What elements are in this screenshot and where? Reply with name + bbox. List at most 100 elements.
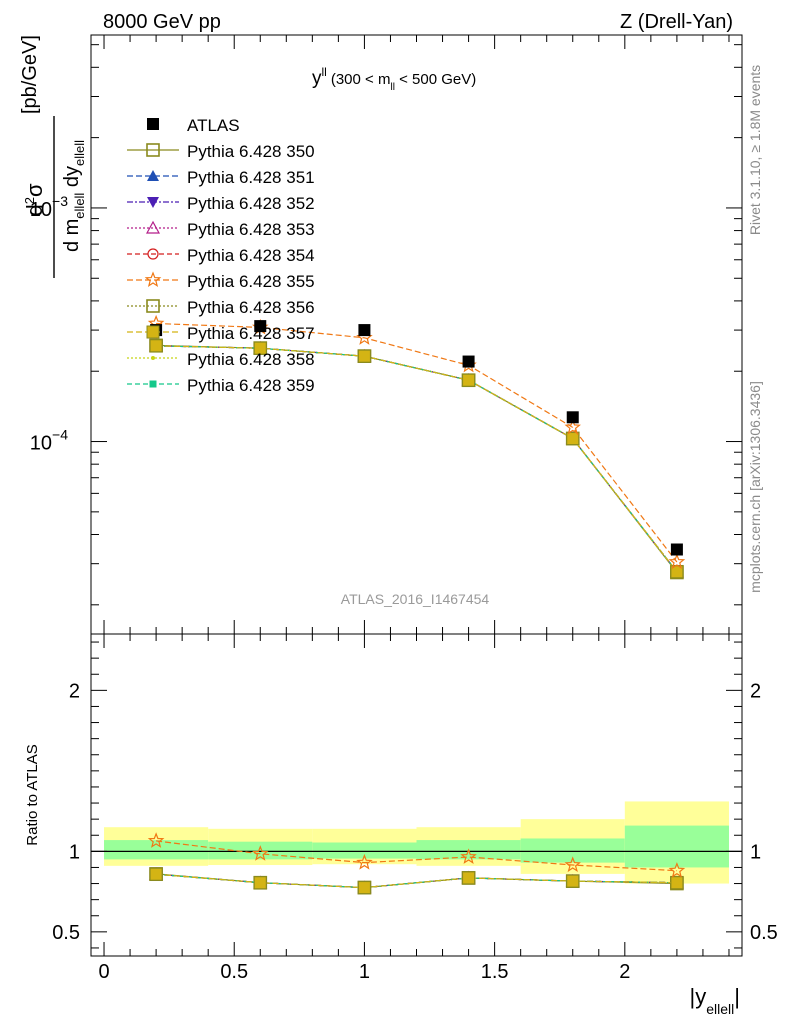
ratio-tick-label-left: 2 (69, 680, 80, 702)
plot-title: yll (300 < mll < 500 GeV) (312, 65, 476, 93)
ratio-point-357 (253, 876, 267, 890)
legend-item-359: Pythia 6.428 359 (127, 376, 315, 395)
ratio-band-inner (208, 841, 313, 860)
axis-ticks (91, 35, 742, 956)
ratio-line-350 (156, 873, 677, 889)
plot-title-paren: (300 < m (331, 71, 391, 88)
main-series (147, 314, 686, 580)
legend-item-357: Pythia 6.428 357 (127, 324, 315, 343)
ratio-tick-label-left: 0.5 (52, 922, 80, 944)
ratio-tick-label-right: 2 (750, 680, 761, 702)
legend-label-356: Pythia 6.428 356 (187, 298, 315, 317)
series-point-355 (564, 418, 581, 435)
legend-item-350: Pythia 6.428 350 (127, 142, 315, 161)
ratio-bands (91, 801, 742, 884)
atlas-data-point (358, 324, 371, 337)
ratio-point-355 (564, 856, 581, 873)
atlas-data-point (670, 543, 683, 556)
ratio-band-inner (312, 842, 417, 859)
tick-labels: 0 0.5 1 1.5 2 0.5 0.5 1 1 2 2 10−4 10−3 (30, 193, 778, 983)
legend-marker-352 (147, 197, 159, 208)
series-point-357 (357, 349, 371, 363)
ratio-line-355 (156, 840, 677, 872)
x-tick-label: 1 (359, 961, 370, 983)
legend-item-351: Pythia 6.428 351 (127, 168, 315, 187)
legend-marker-350 (146, 143, 160, 157)
header-right: Z (Drell-Yan) (620, 11, 733, 33)
rivet-label: Rivet 3.1.10, ≥ 1.8M events (747, 65, 763, 235)
legend-marker-354 (147, 248, 159, 260)
legend-marker-358 (151, 356, 155, 360)
ratio-tick-label-right: 0.5 (750, 922, 778, 944)
x-tick-label: 0.5 (220, 961, 248, 983)
x-tick-label: 2 (619, 961, 630, 983)
ratio-tick-label-right: 1 (750, 841, 761, 863)
legend-item-353: Pythia 6.428 353 (127, 220, 315, 239)
legend-item-atlas: ATLAS (147, 116, 240, 135)
legend-marker-355 (144, 271, 162, 288)
legend-item-355: Pythia 6.428 355 (127, 271, 315, 291)
ratio-point-355 (668, 862, 686, 878)
ratio-point-357 (670, 876, 684, 890)
atlas-data-point (566, 411, 579, 424)
legend-label-354: Pythia 6.428 354 (187, 246, 315, 265)
legend-label-350: Pythia 6.428 350 (187, 142, 315, 161)
plot-title-end: < 500 GeV) (395, 71, 476, 88)
x-tick-label: 0 (98, 961, 109, 983)
legend-marker-351 (147, 170, 159, 181)
atlas-data-point (254, 320, 267, 333)
series-point-355 (668, 553, 686, 570)
legend-label-355: Pythia 6.428 355 (187, 272, 315, 291)
legend-label-352: Pythia 6.428 352 (187, 194, 315, 213)
ratio-point-357 (149, 867, 163, 881)
analysis-watermark: ATLAS_2016_I1467454 (341, 591, 490, 607)
series-line-355 (156, 322, 678, 563)
plot-title-sub: ll (390, 82, 394, 93)
legend-label-358: Pythia 6.428 358 (187, 350, 315, 369)
legend-marker-atlas (147, 118, 159, 130)
ratio-point-355 (147, 832, 165, 848)
legend-marker-357 (146, 325, 160, 339)
legend-item-354: Pythia 6.428 354 (127, 246, 315, 265)
ratio-series (147, 832, 686, 895)
ratio-point-357 (462, 871, 476, 885)
ratio-band-inner (624, 825, 729, 868)
series-line-357 (156, 345, 678, 573)
header-left: 8000 GeV pp (103, 11, 221, 33)
legend-label-359: Pythia 6.428 359 (187, 376, 315, 395)
ratio-point-357 (566, 874, 580, 888)
ratio-band-inner (104, 840, 209, 860)
legend-marker-359 (149, 380, 157, 388)
y-tick-label: 10−3 (30, 193, 68, 221)
plot-title-sup: ll (322, 65, 327, 79)
ratio-tick-label-left: 1 (69, 841, 80, 863)
ratio-axis-title: Ratio to ATLAS (24, 744, 41, 845)
y-axis-unit: [pb/GeV] (19, 35, 41, 114)
plot-title-main: y (312, 68, 322, 89)
ratio-point-355 (460, 848, 477, 864)
legend-label-357: Pythia 6.428 357 (187, 324, 315, 343)
legend-label-351: Pythia 6.428 351 (187, 168, 315, 187)
series-point-357 (566, 432, 580, 446)
ratio-point-355 (356, 853, 373, 870)
legend-label-atlas: ATLAS (187, 116, 240, 135)
x-axis-title: |yellell| (690, 984, 740, 1017)
legend: ATLAS Pythia 6.428 350 Pythia 6.428 351 Pyt… (127, 116, 315, 395)
legend-marker-356 (146, 299, 160, 313)
series-point-357 (149, 339, 163, 353)
series-point-357 (462, 373, 476, 387)
ratio-point-357 (357, 881, 371, 895)
y-axis-title: d2σ d mellell dyellell [pb/GeV] (19, 35, 87, 278)
x-tick-label: 1.5 (481, 961, 509, 983)
ratio-point-355 (252, 845, 269, 861)
legend-label-353: Pythia 6.428 353 (187, 220, 315, 239)
mcplots-label: mcplots.cern.ch [arXiv:1306.3436] (747, 381, 763, 593)
legend-item-356: Pythia 6.428 356 (127, 298, 315, 317)
y-axis-title-denominator: d mellell dyellell (61, 140, 87, 252)
ratio-panel-frame (90, 633, 743, 957)
ratio-line-357 (156, 873, 677, 889)
series-point-357 (670, 565, 684, 579)
atlas-data-point (462, 355, 475, 368)
legend-item-352: Pythia 6.428 352 (127, 194, 315, 213)
